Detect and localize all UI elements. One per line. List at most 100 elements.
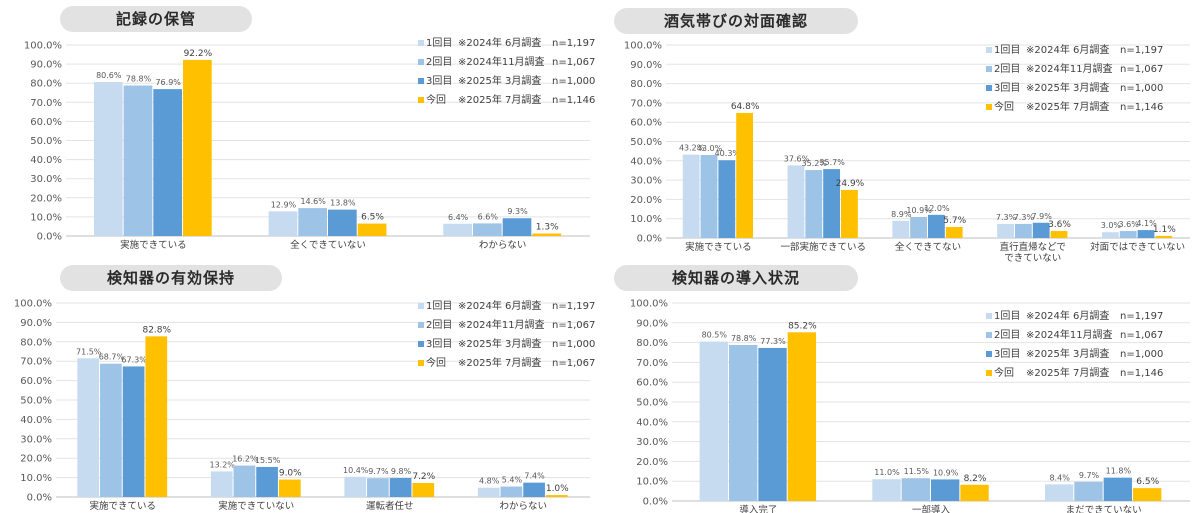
- bar: [298, 208, 327, 236]
- legend-swatch: [986, 104, 992, 110]
- legend-sample-size: n=1,146: [1120, 368, 1163, 379]
- bar: [1155, 235, 1173, 238]
- category-label: 一部導入: [912, 504, 951, 513]
- data-label: 7.3%: [996, 213, 1017, 222]
- legend-swatch: [418, 341, 424, 347]
- legend-survey-date: ※2025年 7月調査: [458, 93, 541, 106]
- bar: [532, 233, 562, 236]
- bar: [728, 344, 758, 501]
- y-tick-label: 0.0%: [37, 232, 62, 243]
- y-tick-label: 80.0%: [636, 338, 668, 349]
- bar: [472, 223, 502, 236]
- legend-swatch: [418, 360, 424, 366]
- bar: [1137, 230, 1155, 238]
- chart-panel: 0.0% 10.0% 20.0% 30.0% 40.0% 50.0% 60.0% 70.0% 8…: [0, 0, 600, 256]
- y-tick-label: 50.0%: [636, 398, 668, 409]
- data-label: 13.8%: [330, 199, 356, 208]
- data-label: 7.3%: [1014, 213, 1035, 222]
- legend-survey-date: ※2025年 3月調査: [458, 337, 541, 350]
- chart-panel: 0.0% 10.0% 20.0% 30.0% 40.0% 50.0% 60.0% 70.0% 8…: [0, 256, 600, 513]
- y-tick-label: 40.0%: [20, 415, 52, 426]
- legend-series-name: 1回目: [426, 37, 452, 49]
- category-label: 実施できていない: [218, 500, 294, 512]
- bar: [412, 483, 435, 497]
- legend-sample-size: n=1,067: [552, 320, 595, 331]
- data-label: 4.8%: [479, 477, 500, 486]
- y-tick-label: 10.0%: [20, 473, 52, 484]
- bar: [1119, 231, 1137, 238]
- bar: [502, 218, 532, 236]
- y-tick-label: 0.0%: [637, 234, 662, 245]
- bar: [931, 479, 960, 501]
- y-tick-label: 30.0%: [30, 174, 62, 185]
- bar: [841, 189, 858, 238]
- category-label: 全くできてない: [895, 241, 961, 253]
- bar: [805, 170, 823, 238]
- bar: [268, 211, 298, 236]
- legend-survey-date: ※2024年 6月調査: [458, 36, 541, 49]
- y-tick-label: 90.0%: [630, 60, 662, 71]
- data-label: 80.5%: [702, 331, 728, 340]
- legend-swatch: [418, 40, 424, 46]
- data-label: 77.3%: [760, 337, 786, 346]
- bar: [892, 220, 910, 238]
- legend-swatch: [418, 303, 424, 309]
- legend-sample-size: n=1,000: [552, 76, 595, 87]
- data-label: 78.8%: [126, 74, 152, 83]
- legend-swatch: [986, 332, 992, 338]
- data-label: 10.9%: [906, 206, 932, 215]
- data-label: 82.8%: [142, 325, 171, 335]
- legend-series-name: 3回目: [426, 338, 452, 350]
- data-label: 13.2%: [209, 460, 235, 469]
- legend-swatch: [986, 351, 992, 357]
- data-label: 9.3%: [507, 207, 528, 216]
- y-tick-label: 20.0%: [30, 193, 62, 204]
- data-label: 8.9%: [891, 210, 912, 219]
- chart-title-alcohol-check: 酒気帯びの対面確認: [614, 8, 858, 34]
- y-tick-label: 30.0%: [636, 437, 668, 448]
- legend-series-name: 今回: [426, 356, 446, 369]
- y-tick-label: 60.0%: [30, 117, 62, 128]
- legend-sample-size: n=1,067: [1120, 64, 1163, 75]
- legend-swatch: [418, 97, 424, 103]
- data-label: 92.2%: [184, 49, 213, 59]
- bar: [77, 358, 100, 497]
- bar: [443, 223, 472, 236]
- legend-sample-size: n=1,000: [552, 339, 595, 350]
- legend-series-name: 3回目: [994, 82, 1020, 94]
- bar: [278, 479, 301, 497]
- legend-survey-date: ※2024年11月調査: [458, 55, 545, 68]
- legend-survey-date: ※2024年 6月調査: [458, 299, 541, 312]
- data-label: 43.0%: [697, 144, 723, 153]
- y-tick-label: 0.0%: [643, 497, 668, 508]
- legend-series-name: 2回目: [426, 56, 452, 68]
- data-label: 9.7%: [1079, 471, 1100, 480]
- bar: [1103, 477, 1133, 501]
- bar: [367, 478, 389, 497]
- category-label: まだできていない: [1066, 505, 1142, 513]
- y-tick-label: 40.0%: [30, 155, 62, 166]
- y-tick-label: 80.0%: [630, 79, 662, 90]
- y-tick-label: 50.0%: [20, 396, 52, 407]
- legend-survey-date: ※2025年 7月調査: [1026, 100, 1109, 113]
- legend-survey-date: ※2025年 3月調査: [1026, 81, 1109, 94]
- bar: [787, 165, 805, 238]
- legend-survey-date: ※2024年11月調査: [1026, 62, 1113, 75]
- bar: [153, 89, 183, 236]
- bar: [1074, 481, 1103, 501]
- category-label: 直行直帰などで: [1000, 241, 1066, 253]
- data-label: 6.5%: [1136, 477, 1159, 487]
- y-tick-label: 70.0%: [20, 357, 52, 368]
- legend-survey-date: ※2025年 3月調査: [1026, 347, 1109, 360]
- category-label: 運転者任せ: [366, 500, 414, 512]
- data-label: 14.6%: [300, 197, 326, 206]
- data-label: 6.6%: [478, 212, 499, 221]
- chart-svg: 0.0% 10.0% 20.0% 30.0% 40.0% 50.0% 60.0% 70.0% 8…: [24, 36, 596, 251]
- legend-sample-size: n=1,197: [552, 301, 595, 312]
- chart-panel: 0.0% 10.0% 20.0% 30.0% 40.0% 50.0% 60.0% 70.0% 8…: [600, 0, 1200, 265]
- chart-title-detector-adoption: 検知器の導入状況: [614, 265, 858, 291]
- data-label: 15.5%: [255, 456, 281, 465]
- chart-svg: 0.0% 10.0% 20.0% 30.0% 40.0% 50.0% 60.0% 70.0% 8…: [14, 299, 596, 513]
- bar: [389, 477, 412, 497]
- chart-panel: 0.0% 10.0% 20.0% 30.0% 40.0% 50.0% 60.0% 70.0% 8…: [600, 256, 1200, 513]
